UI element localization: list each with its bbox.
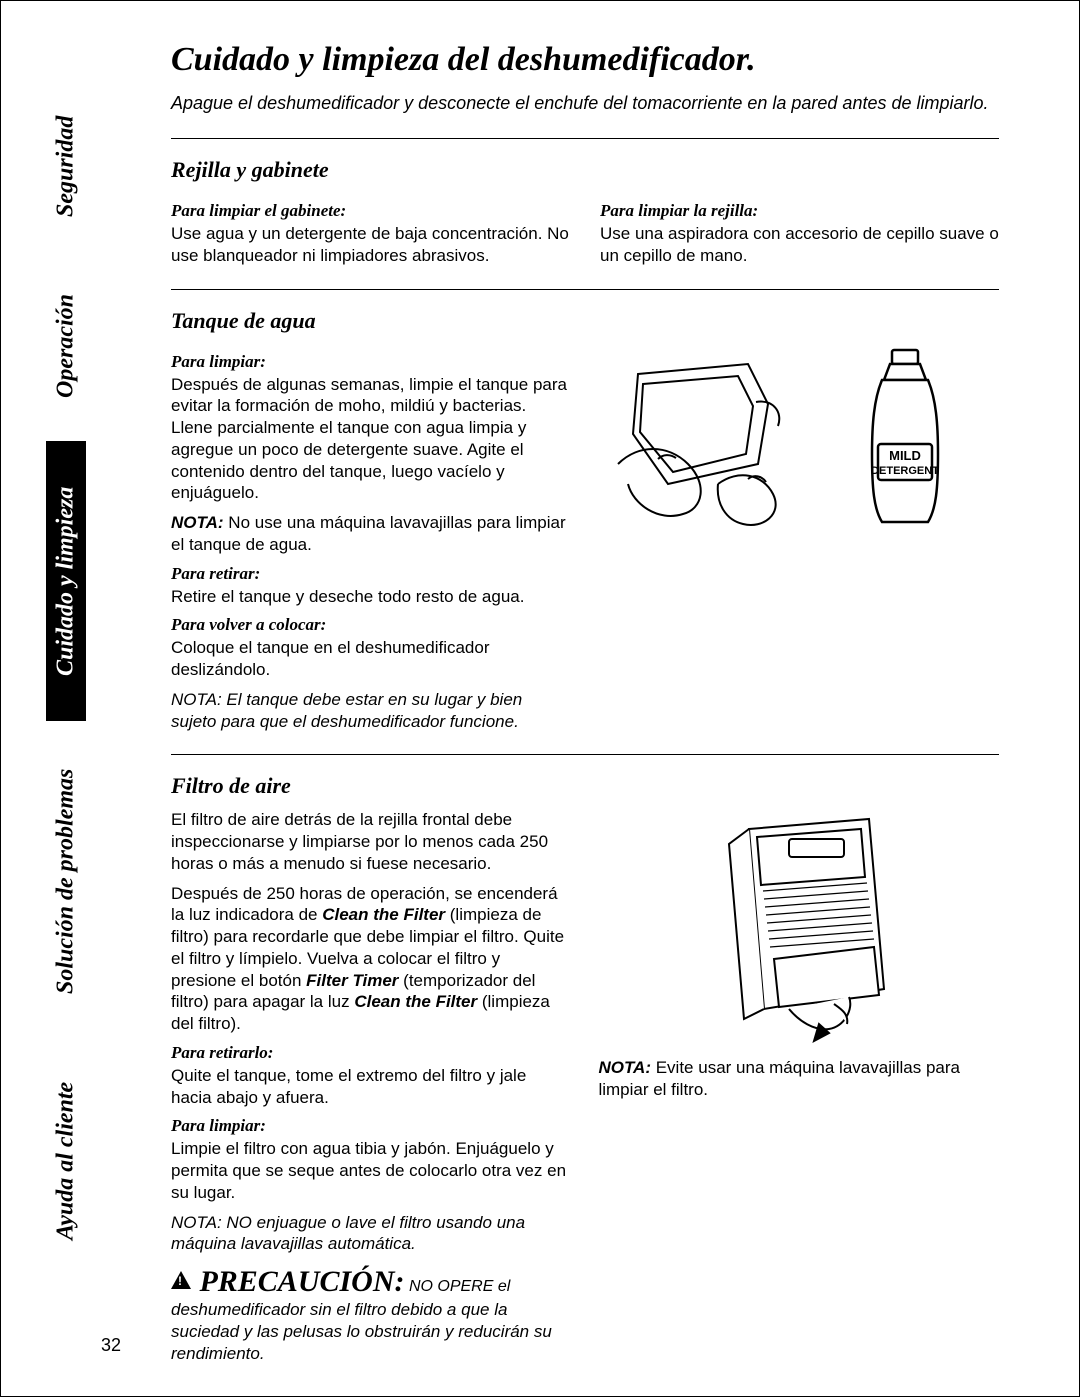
- bold-filter-timer: Filter Timer: [306, 971, 398, 990]
- bold-clean-filter-2: Clean the Filter: [354, 992, 477, 1011]
- section-filtro-heading: Filtro de aire: [171, 773, 999, 799]
- caution-tail: NO OPERE el: [405, 1278, 511, 1295]
- page-title: Cuidado y limpieza del deshumedificador.: [171, 41, 999, 79]
- note-label: NOTA:: [598, 1058, 651, 1077]
- intro-text: Apague el deshumedificador y desconecte …: [171, 93, 999, 114]
- sidebar-tabs: Seguridad Operación Cuidado y limpieza S…: [46, 81, 86, 1331]
- filtro-body1: El filtro de aire detrás de la rejilla f…: [171, 809, 568, 874]
- bold-clean-filter: Clean the Filter: [322, 905, 445, 924]
- divider: [171, 754, 999, 755]
- tab-solucion-de-problemas[interactable]: Solución de problemas: [46, 721, 86, 1041]
- sub-para-retirar: Para retirar:: [171, 564, 568, 584]
- sub-para-retirarlo: Para retirarlo:: [171, 1043, 568, 1063]
- divider: [171, 138, 999, 139]
- section-tanque-row: Para limpiar: Después de algunas semanas…: [171, 344, 999, 741]
- divider: [171, 289, 999, 290]
- note-right: NOTA: Evite usar una máquina lavavajilla…: [598, 1057, 999, 1101]
- tab-cuidado-y-limpieza[interactable]: Cuidado y limpieza: [46, 441, 86, 721]
- caution-body: deshumedificador sin el filtro debido a …: [171, 1299, 568, 1364]
- sub-para-limpiar: Para limpiar:: [171, 352, 568, 372]
- bottle-label-2: DETERGENT: [872, 465, 940, 477]
- manual-page: Seguridad Operación Cuidado y limpieza S…: [0, 0, 1080, 1397]
- note-tanque-lugar: NOTA: El tanque debe estar en su lugar y…: [171, 689, 568, 733]
- illustration-dehumidifier: [598, 809, 999, 1049]
- sub-gabinete: Para limpiar el gabinete:: [171, 201, 570, 221]
- caution-block: PRECAUCIÓN: NO OPERE el: [171, 1265, 568, 1299]
- col-right: Para limpiar la rejilla: Use una aspirad…: [600, 193, 999, 275]
- illustration-detergent-bottle: MILD DETERGENT: [848, 344, 958, 534]
- sub-rejilla: Para limpiar la rejilla:: [600, 201, 999, 221]
- bottle-label-1: MILD: [890, 448, 922, 463]
- body-para-limpiar-filtro: Limpie el filtro con agua tibia y jabón.…: [171, 1138, 568, 1203]
- illustration-bucket-hands: [598, 344, 828, 534]
- note-label: NOTA:: [171, 513, 224, 532]
- note-no-enjuague: NOTA: NO enjuague o lave el filtro usand…: [171, 1212, 568, 1256]
- col-left: Para limpiar el gabinete: Use agua y un …: [171, 193, 570, 275]
- sub-para-limpiar-filtro: Para limpiar:: [171, 1116, 568, 1136]
- filtro-right-col: NOTA: Evite usar una máquina lavavajilla…: [598, 809, 999, 1364]
- body-gabinete: Use agua y un detergente de baja concent…: [171, 223, 570, 267]
- sub-para-colocar: Para volver a colocar:: [171, 615, 568, 635]
- note-no-lavavajillas: NOTA: No use una máquina lavavajillas pa…: [171, 512, 568, 556]
- note-right-body: Evite usar una máquina lavavajillas para…: [598, 1058, 960, 1099]
- note-body: No use una máquina lavavajillas para lim…: [171, 513, 566, 554]
- body-para-retirarlo: Quite el tanque, tome el extremo del fil…: [171, 1065, 568, 1109]
- section-tanque-heading: Tanque de agua: [171, 308, 999, 334]
- filtro-text-col: El filtro de aire detrás de la rejilla f…: [171, 809, 568, 1364]
- warning-triangle-icon: [171, 1271, 191, 1289]
- section-rejilla-heading: Rejilla y gabinete: [171, 157, 999, 183]
- tanque-illustrations: MILD DETERGENT: [598, 344, 999, 741]
- body-para-limpiar: Después de algunas semanas, limpie el ta…: [171, 374, 568, 505]
- main-content: Cuidado y limpieza del deshumedificador.…: [171, 41, 999, 1364]
- body-para-colocar: Coloque el tanque en el deshumedificador…: [171, 637, 568, 681]
- body-rejilla: Use una aspiradora con accesorio de cepi…: [600, 223, 999, 267]
- section-filtro-row: El filtro de aire detrás de la rejilla f…: [171, 809, 999, 1364]
- caution-label: PRECAUCIÓN:: [199, 1265, 404, 1298]
- tanque-text-col: Para limpiar: Después de algunas semanas…: [171, 344, 568, 741]
- tab-ayuda-al-cliente[interactable]: Ayuda al cliente: [46, 1041, 86, 1281]
- tab-operacion[interactable]: Operación: [46, 251, 86, 441]
- tab-seguridad[interactable]: Seguridad: [46, 81, 86, 251]
- body-para-retirar: Retire el tanque y deseche todo resto de…: [171, 586, 568, 608]
- page-number: 32: [101, 1335, 121, 1356]
- section-rejilla-columns: Para limpiar el gabinete: Use agua y un …: [171, 193, 999, 275]
- filtro-body2: Después de 250 horas de operación, se en…: [171, 883, 568, 1035]
